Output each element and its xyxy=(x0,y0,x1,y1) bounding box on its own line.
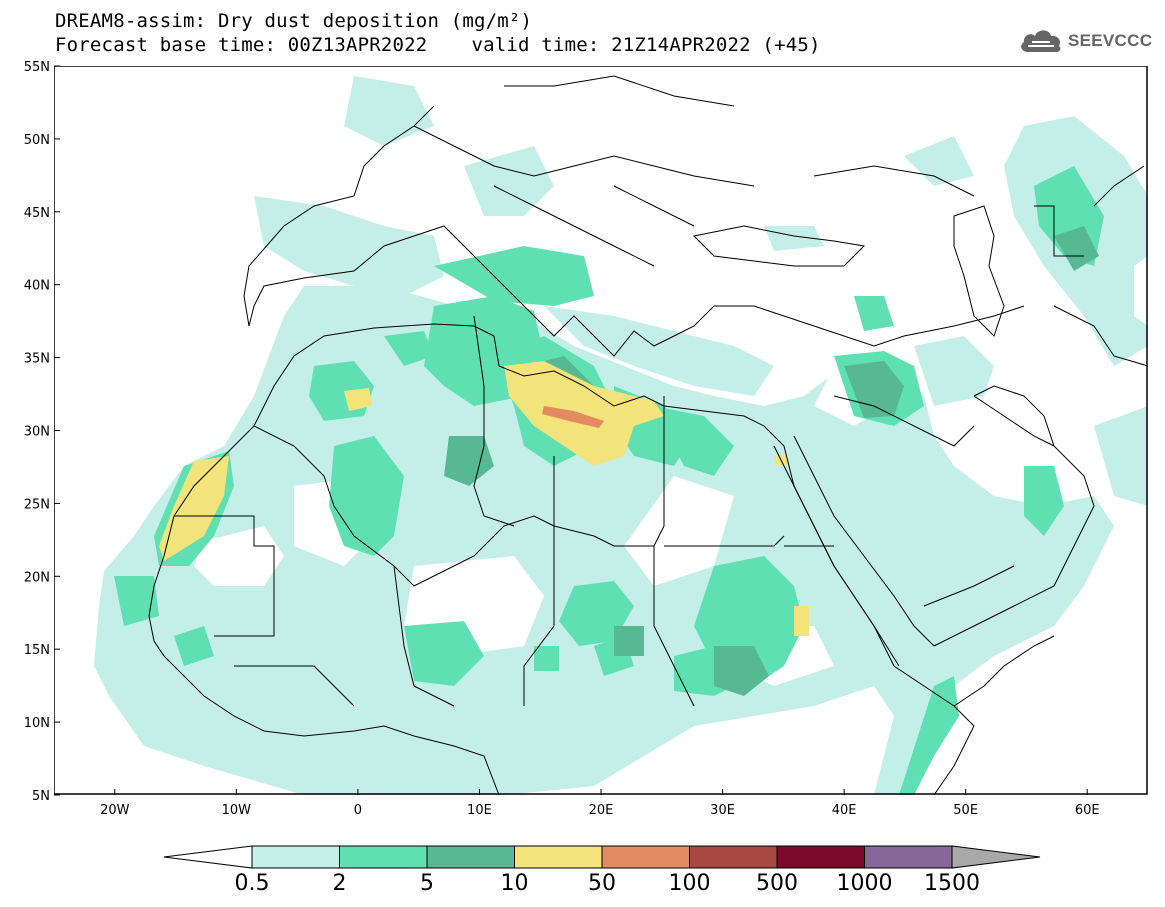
legend-over-arrow xyxy=(951,845,1041,869)
base-time: Forecast base time: 00Z13APR2022 xyxy=(55,34,428,56)
lat-label: 15N xyxy=(24,643,50,658)
legend-swatch xyxy=(339,845,428,869)
lat-label: 50N xyxy=(24,133,50,148)
legend-label: 5 xyxy=(420,871,434,896)
lon-label: 30E xyxy=(710,803,735,818)
lat-label: 5N xyxy=(32,789,50,804)
legend-label: 10 xyxy=(501,871,529,896)
logo-text: SEEVCCC xyxy=(1068,31,1153,50)
lon-label: 20E xyxy=(589,803,614,818)
color-legend: 0.5 2 5 10 50 100 500 1000 1500 xyxy=(163,845,1041,896)
legend-under-arrow xyxy=(163,845,253,869)
legend-label: 100 xyxy=(669,871,711,896)
lat-label: 35N xyxy=(24,352,50,367)
legend-label: 1500 xyxy=(924,871,980,896)
legend-swatch xyxy=(514,845,603,869)
lon-label: 10E xyxy=(467,803,492,818)
legend-swatch xyxy=(251,845,340,869)
lat-label: 20N xyxy=(24,570,50,585)
map-title: DREAM8-assim: Dry dust deposition (mg/m²… xyxy=(55,10,533,32)
legend-swatch xyxy=(601,845,690,869)
legend-label: 0.5 xyxy=(235,871,270,896)
dust-fields xyxy=(94,76,1148,795)
lat-label: 10N xyxy=(24,716,50,731)
legend-swatch xyxy=(689,845,778,869)
coastlines-and-borders xyxy=(148,75,1149,796)
lon-label: 20W xyxy=(100,803,130,818)
lat-label: 30N xyxy=(24,425,50,440)
cloud-icon xyxy=(1021,30,1061,52)
latitude-labels: 55N 50N 45N 40N 35N 30N 25N 20N 15N 10N 5N xyxy=(24,60,50,804)
legend-swatch xyxy=(776,845,865,869)
lon-label: 10W xyxy=(222,803,252,818)
lat-label: 25N xyxy=(24,497,50,512)
legend-label: 1000 xyxy=(837,871,893,896)
dust-deposition-map xyxy=(53,65,1149,796)
legend-swatch xyxy=(426,845,515,869)
lon-label: 0 xyxy=(354,803,362,818)
lon-label: 50E xyxy=(953,803,978,818)
lat-label: 45N xyxy=(24,206,50,221)
lon-label: 60E xyxy=(1075,803,1100,818)
lat-label: 40N xyxy=(24,279,50,294)
seevccc-logo: SEEVCCC xyxy=(1018,26,1152,56)
legend-label: 50 xyxy=(588,871,616,896)
map-subtitle: Forecast base time: 00Z13APR2022 valid ti… xyxy=(55,35,821,55)
valid-time: valid time: 21Z14APR2022 (+45) xyxy=(471,34,821,56)
lat-label: 55N xyxy=(24,60,50,75)
legend-swatch xyxy=(864,845,953,869)
legend-label: 500 xyxy=(756,871,798,896)
legend-label: 2 xyxy=(333,871,347,896)
longitude-labels: 20W 10W 0 10E 20E 30E 40E 50E 60E xyxy=(100,803,1100,818)
lon-label: 40E xyxy=(832,803,857,818)
